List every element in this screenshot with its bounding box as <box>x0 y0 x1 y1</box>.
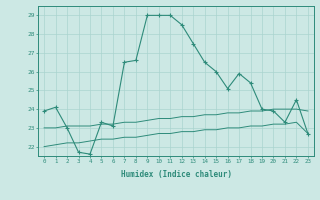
X-axis label: Humidex (Indice chaleur): Humidex (Indice chaleur) <box>121 170 231 179</box>
